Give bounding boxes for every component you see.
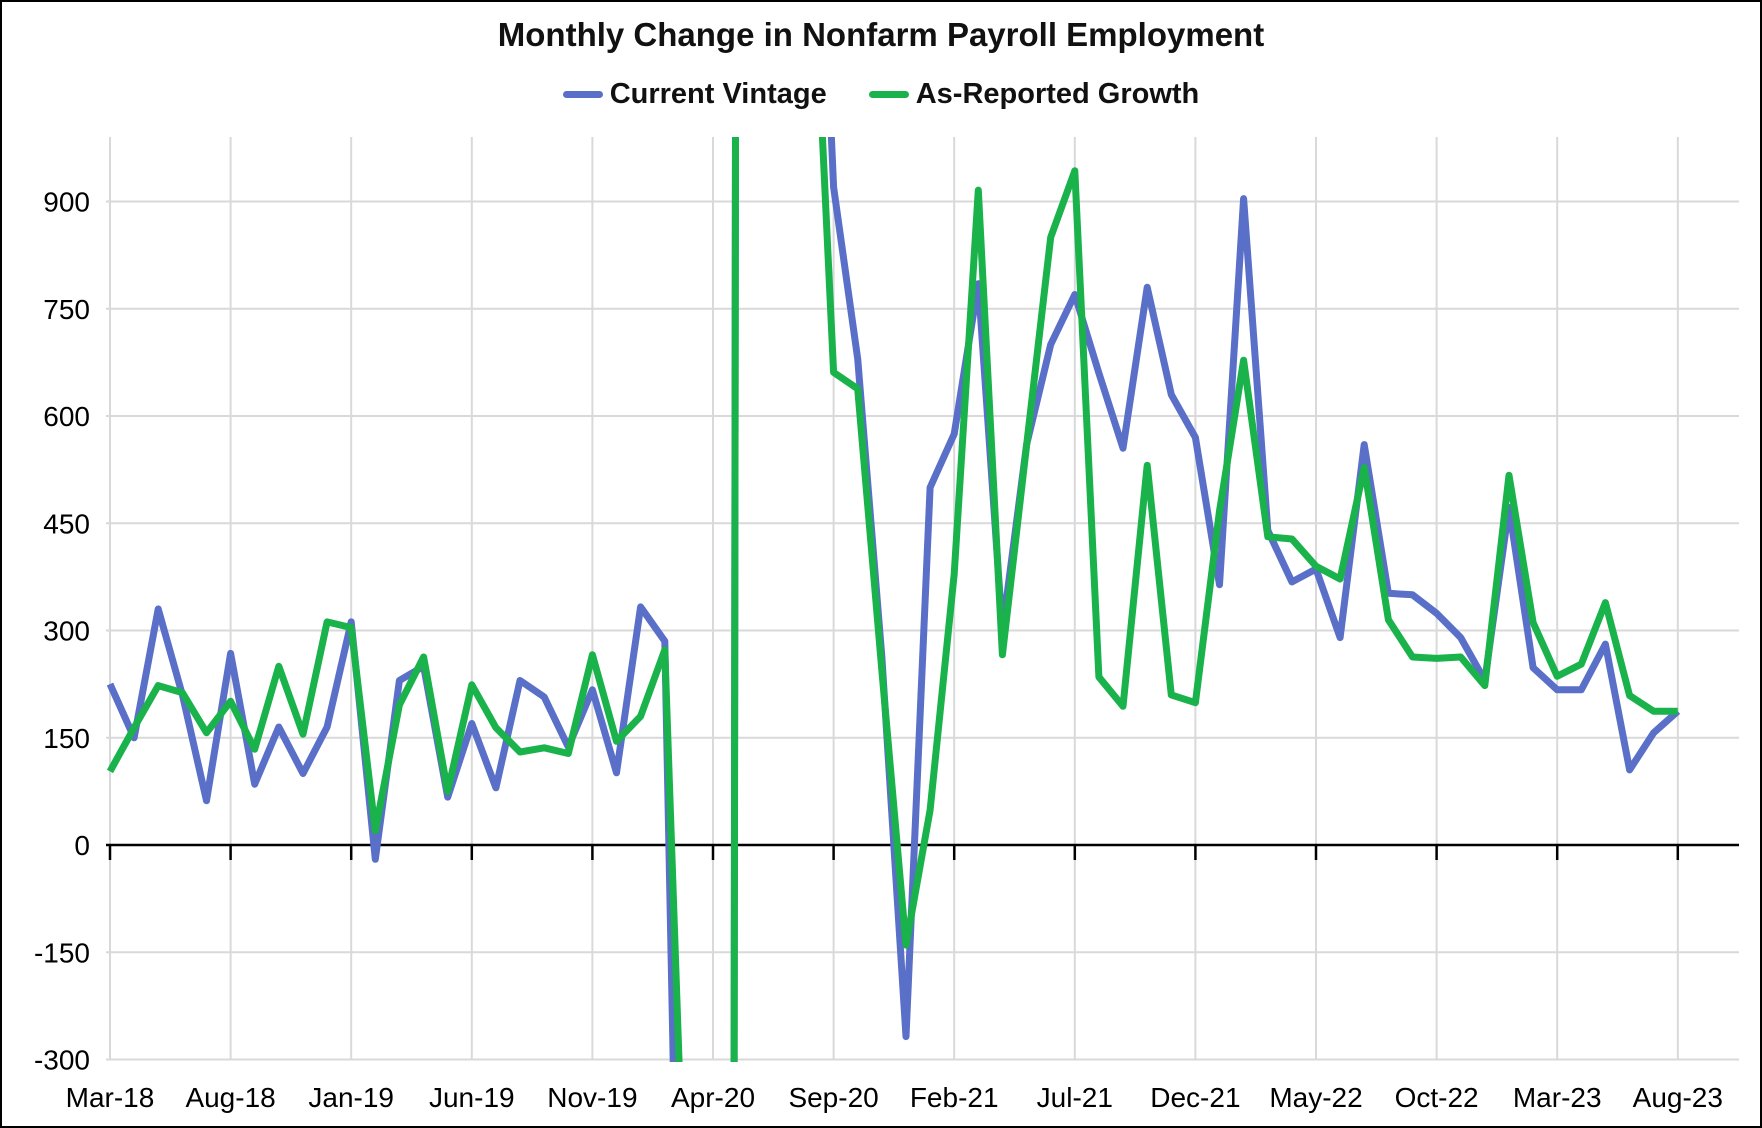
x-tick-label: Jul-21 [1037, 1082, 1113, 1113]
y-tick-label: 450 [43, 508, 90, 539]
x-tick-label: Apr-20 [671, 1082, 755, 1113]
y-tick-label: 750 [43, 294, 90, 325]
y-tick-label: 300 [43, 616, 90, 647]
y-tick-label: -150 [34, 937, 90, 968]
x-tick-label: Jan-19 [308, 1082, 394, 1113]
series-current-vintage-line [106, 137, 1681, 1062]
x-tick-label: Aug-23 [1633, 1082, 1723, 1113]
y-tick-label: 150 [43, 723, 90, 754]
y-tick-label: 600 [43, 401, 90, 432]
series-as-reported-growth-line [106, 137, 1678, 1062]
x-tick-label: Feb-21 [910, 1082, 999, 1113]
x-tick-label: Nov-19 [547, 1082, 637, 1113]
x-tick-label: May-22 [1269, 1082, 1362, 1113]
y-tick-label: 0 [74, 830, 90, 861]
chart-legend: Current Vintage As-Reported Growth [2, 78, 1760, 111]
x-tick-label: Aug-18 [185, 1082, 275, 1113]
gridlines [106, 137, 1739, 1061]
chart-title: Monthly Change in Nonfarm Payroll Employ… [497, 16, 1265, 53]
x-tick-label: Jun-19 [429, 1082, 515, 1113]
legend-item-current-vintage: Current Vintage [562, 78, 827, 111]
y-tick-label: 900 [43, 187, 90, 218]
legend-label-as-reported-growth: As-Reported Growth [915, 78, 1200, 110]
x-tick-label: Oct-22 [1395, 1082, 1479, 1113]
x-tick-label: Sep-20 [788, 1082, 878, 1113]
x-axis-labels: Mar-18 Aug-18 Jan-19 Jun-19 Nov-19 Apr-20 Sep-… [66, 1082, 1723, 1113]
x-tick-label: Mar-18 [66, 1082, 155, 1113]
x-tick-label: Dec-21 [1150, 1082, 1240, 1113]
legend-swatch-as-reported-growth-icon [868, 91, 909, 98]
y-tick-label: -300 [34, 1045, 90, 1076]
y-axis-labels: 900 750 600 450 300 150 0 -150 -300 [34, 187, 90, 1076]
legend-swatch-current-vintage-icon [562, 91, 603, 98]
x-tick-label: Mar-23 [1513, 1082, 1602, 1113]
legend-label-current-vintage: Current Vintage [609, 78, 827, 110]
legend-item-as-reported-growth: As-Reported Growth [868, 78, 1200, 111]
